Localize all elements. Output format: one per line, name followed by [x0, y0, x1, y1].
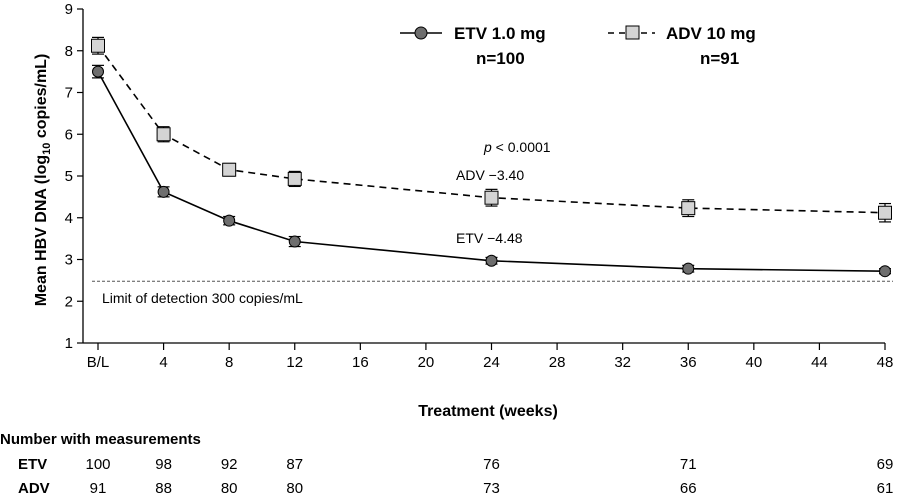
etv-reduction-annotation: ETV −4.48: [456, 230, 523, 246]
table-cell: 87: [286, 456, 303, 473]
table-cell: 92: [221, 456, 238, 473]
x-tick-label: 24: [483, 354, 500, 371]
etv-data-point: [682, 262, 695, 275]
y-axis-title-sub: 10: [41, 143, 53, 155]
table-row-label-etv: ETV: [18, 456, 47, 473]
y-tick-label: 8: [65, 43, 73, 60]
x-tick-label: 28: [549, 354, 566, 371]
legend: ETV 1.0 mg n=100 ADV 10 mg n=91: [400, 24, 756, 68]
table-cell: 61: [877, 480, 894, 496]
legend-adv-label: ADV 10 mg: [666, 24, 756, 43]
y-tick-label: 9: [65, 1, 73, 18]
adv-data-point: [287, 171, 302, 186]
measurements-table: Number with measurements ETV ADV 100 98 92…: [0, 431, 893, 496]
p-value-prefix: p: [483, 139, 492, 155]
table-cell: 88: [155, 480, 172, 496]
y-tick-label: 1: [65, 335, 73, 352]
y-tick-label: 5: [65, 168, 73, 185]
y-tick-label: 7: [65, 85, 73, 102]
y-axis-title: Mean HBV DNA (log10 copies/mL): [33, 54, 53, 307]
legend-etv-n: n=100: [476, 49, 525, 68]
x-tick-label: 8: [225, 354, 233, 371]
x-tick-label: 4: [159, 354, 167, 371]
y-tick-label: 6: [65, 126, 73, 143]
legend-adv-marker: [625, 25, 640, 40]
table-cell: 76: [483, 456, 500, 473]
table-heading: Number with measurements: [0, 431, 201, 448]
x-tick-label: B/L: [87, 354, 110, 371]
p-value-annotation: p < 0.0001: [483, 139, 551, 155]
adv-reduction-annotation: ADV −3.40: [456, 167, 524, 183]
table-cell: 69: [877, 456, 894, 473]
etv-data-point: [879, 265, 891, 278]
adv-data-point: [91, 38, 105, 53]
x-tick-label: 16: [352, 354, 369, 371]
adv-series-line: [97, 45, 886, 214]
etv-data-point: [223, 214, 236, 227]
legend-etv-label: ETV 1.0 mg: [454, 24, 546, 43]
x-tick-label: 20: [418, 354, 435, 371]
etv-data-point: [288, 235, 301, 248]
legend-etv-marker: [414, 26, 428, 40]
table-cell: 73: [483, 480, 500, 496]
adv-data-point: [878, 205, 892, 220]
table-cell: 71: [680, 456, 697, 473]
table-cell: 66: [680, 480, 697, 496]
etv-data-point: [92, 65, 104, 78]
etv-data-point: [157, 185, 170, 198]
y-tick-label: 2: [65, 293, 73, 310]
table-cells: 100 98 92 87 76 71 69 91 88 80 80 73 66 61: [85, 456, 893, 496]
table-cell: 91: [90, 480, 107, 496]
x-tick-label: 48: [877, 354, 894, 371]
legend-adv-n: n=91: [700, 49, 739, 68]
x-axis-title: Treatment (weeks): [418, 403, 558, 420]
y-axis-title-tail: copies/mL): [33, 54, 50, 143]
x-tick-label: 40: [745, 354, 762, 371]
adv-data-point: [681, 201, 696, 216]
table-cell: 80: [221, 480, 238, 496]
adv-data-point: [222, 162, 237, 177]
x-tick-label: 32: [614, 354, 631, 371]
series-layer: [91, 36, 892, 278]
table-cell: 80: [286, 480, 303, 496]
table-row-label-adv: ADV: [18, 480, 50, 496]
y-tick-label: 4: [65, 210, 73, 227]
y-axis-title-main: Mean HBV DNA (log: [33, 155, 50, 306]
x-tick-label: 44: [811, 354, 828, 371]
p-value-rest: < 0.0001: [492, 139, 551, 155]
table-cell: 100: [85, 456, 110, 473]
etv-data-point: [485, 254, 498, 267]
limit-of-detection-label: Limit of detection 300 copies/mL: [102, 290, 303, 306]
x-tick-label: 12: [286, 354, 303, 371]
adv-data-point: [484, 190, 499, 205]
x-tick-label: 36: [680, 354, 697, 371]
adv-data-point: [156, 127, 171, 142]
table-cell: 98: [155, 456, 172, 473]
y-tick-label: 3: [65, 252, 73, 269]
